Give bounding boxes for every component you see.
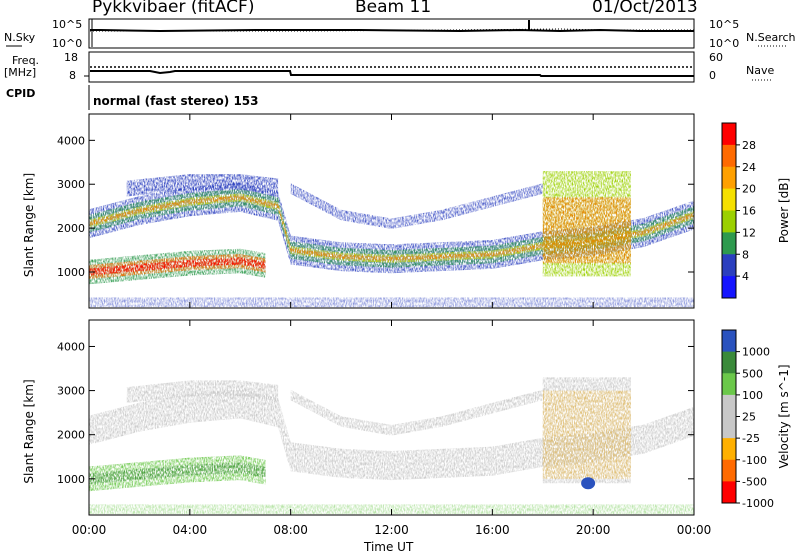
power-colorbar-tick-label: 16	[742, 205, 756, 218]
velocity-colorbar-tick-label: 1000	[742, 346, 770, 359]
power-colorbar-swatch	[722, 276, 736, 299]
power-colorbar-swatch	[722, 188, 736, 211]
velocity-colorbar: 1000 500 100 25 -25 -100 -500 -1000 Velocity [m …	[721, 329, 791, 510]
freq-label: Freq.	[12, 54, 40, 67]
station-title: Pykkvibaer (fitACF)	[92, 0, 255, 17]
power-colorbar-tick-label: 4	[742, 270, 749, 283]
power-colorbar-tick-label: 28	[742, 139, 756, 152]
x-tick-label: 20:00	[576, 523, 611, 537]
nave-tick-top: 60	[709, 51, 723, 64]
nsky-trace	[90, 28, 694, 33]
velocity-colorbar-swatch	[722, 481, 736, 504]
velocity-colorbar-swatch	[722, 394, 736, 417]
power-colorbar-tick-label: 20	[742, 183, 756, 196]
power-colorbar-swatch	[722, 123, 736, 146]
velocity-colorbar-swatch	[722, 330, 736, 353]
power-colorbar-swatch	[722, 254, 736, 277]
nsky-label: N.Sky	[4, 31, 36, 44]
nsky-strip-frame	[88, 18, 695, 49]
power-colorbar-swatch	[722, 166, 736, 190]
y-tick-label: 2000	[57, 429, 85, 442]
velocity-colorbar-swatch	[722, 351, 736, 374]
power-far-echoes	[126, 174, 279, 197]
y-tick-label: 3000	[57, 178, 85, 191]
beam-title: Beam 11	[355, 0, 432, 17]
velocity-colorbar-swatch	[722, 416, 736, 439]
velocity-colorbar-swatch	[722, 438, 736, 461]
nave-label: Nave	[746, 64, 775, 77]
y-tick-label: 1000	[57, 266, 85, 279]
velocity-patch-orange	[542, 390, 631, 479]
panel-data-clip	[89, 171, 694, 308]
velocity-colorbar-tick-label: -500	[742, 475, 767, 488]
power-panel: 1000 2000 3000 4000 Slant Range [km]	[22, 113, 695, 309]
x-axis-label: Time UT	[364, 540, 414, 554]
velocity-colorbar-tick-label: -100	[742, 454, 767, 467]
velocity-colorbar-tick-label: -25	[742, 432, 760, 445]
power-colorbar: 28 24 20 16 12 8 4 Power [dB]	[721, 122, 791, 299]
y-tick-label: 1000	[57, 473, 85, 486]
x-tick-label: 04:00	[173, 523, 208, 537]
x-tick-label: 16:00	[475, 523, 510, 537]
cpid-text: normal (fast stereo) 153	[93, 94, 259, 108]
cpid-label: CPID	[6, 87, 36, 100]
power-colorbar-swatch	[722, 232, 736, 255]
x-tick-label: 00:00	[677, 523, 712, 537]
nsky-tick-top: 10^5	[52, 18, 83, 31]
nsearch-label: N.Search	[746, 31, 796, 44]
freq-unit-label: [MHz]	[4, 66, 37, 79]
nsearch-tick-top: 10^5	[709, 18, 740, 31]
x-tick-label: 08:00	[273, 523, 308, 537]
velocity-colorbar-tick-label: 500	[742, 367, 763, 380]
y-tick-label: 4000	[57, 340, 85, 353]
velocity-colorbar-tick-label: -1000	[742, 497, 774, 510]
freq-tick-top: 18	[64, 51, 78, 64]
y-tick-label: 2000	[57, 222, 85, 235]
power-patch-hot	[542, 197, 631, 264]
nave-tick-bottom: 0	[709, 69, 716, 82]
freq-strip-frame	[88, 51, 695, 83]
x-tick-label: 00:00	[72, 523, 107, 537]
y-axis-label: Slant Range [km]	[22, 379, 36, 483]
velocity-colorbar-swatch	[722, 373, 736, 396]
velocity-colorbar-label: Velocity [m s^-1]	[777, 364, 791, 468]
power-colorbar-tick-label: 12	[742, 226, 756, 239]
power-colorbar-swatch	[722, 144, 736, 168]
velocity-colorbar-tick-label: 25	[742, 411, 756, 424]
nsearch-tick-bottom: 10^0	[709, 37, 740, 50]
velocity-panel: 1000 2000 3000 4000 Slant Range [km] 00:00 04:…	[22, 319, 712, 537]
power-colorbar-tick-label: 24	[742, 161, 756, 174]
velocity-far-echoes	[126, 380, 279, 403]
y-tick-label: 3000	[57, 385, 85, 398]
panel-data-clip	[89, 377, 694, 515]
nsearch-trace	[90, 28, 694, 32]
power-secondary-echoes	[290, 183, 543, 229]
power-colorbar-swatch	[722, 210, 736, 233]
y-axis-label: Slant Range [km]	[22, 173, 36, 277]
velocity-lower-band-core	[89, 462, 266, 485]
velocity-colorbar-swatch	[722, 459, 736, 482]
power-lower-band-core	[89, 257, 266, 276]
velocity-blue-spot	[581, 477, 596, 490]
power-colorbar-tick-label: 8	[742, 248, 749, 261]
y-tick-label: 4000	[57, 134, 85, 147]
x-tick-label: 12:00	[374, 523, 409, 537]
date-title: 01/Oct/2013	[592, 0, 698, 17]
freq-trace	[90, 70, 694, 77]
power-colorbar-label: Power [dB]	[777, 178, 791, 243]
velocity-secondary-echoes	[290, 389, 543, 436]
freq-tick-bottom: 8	[69, 69, 76, 82]
nsky-tick-bottom: 10^0	[52, 37, 83, 50]
velocity-colorbar-tick-label: 100	[742, 389, 763, 402]
